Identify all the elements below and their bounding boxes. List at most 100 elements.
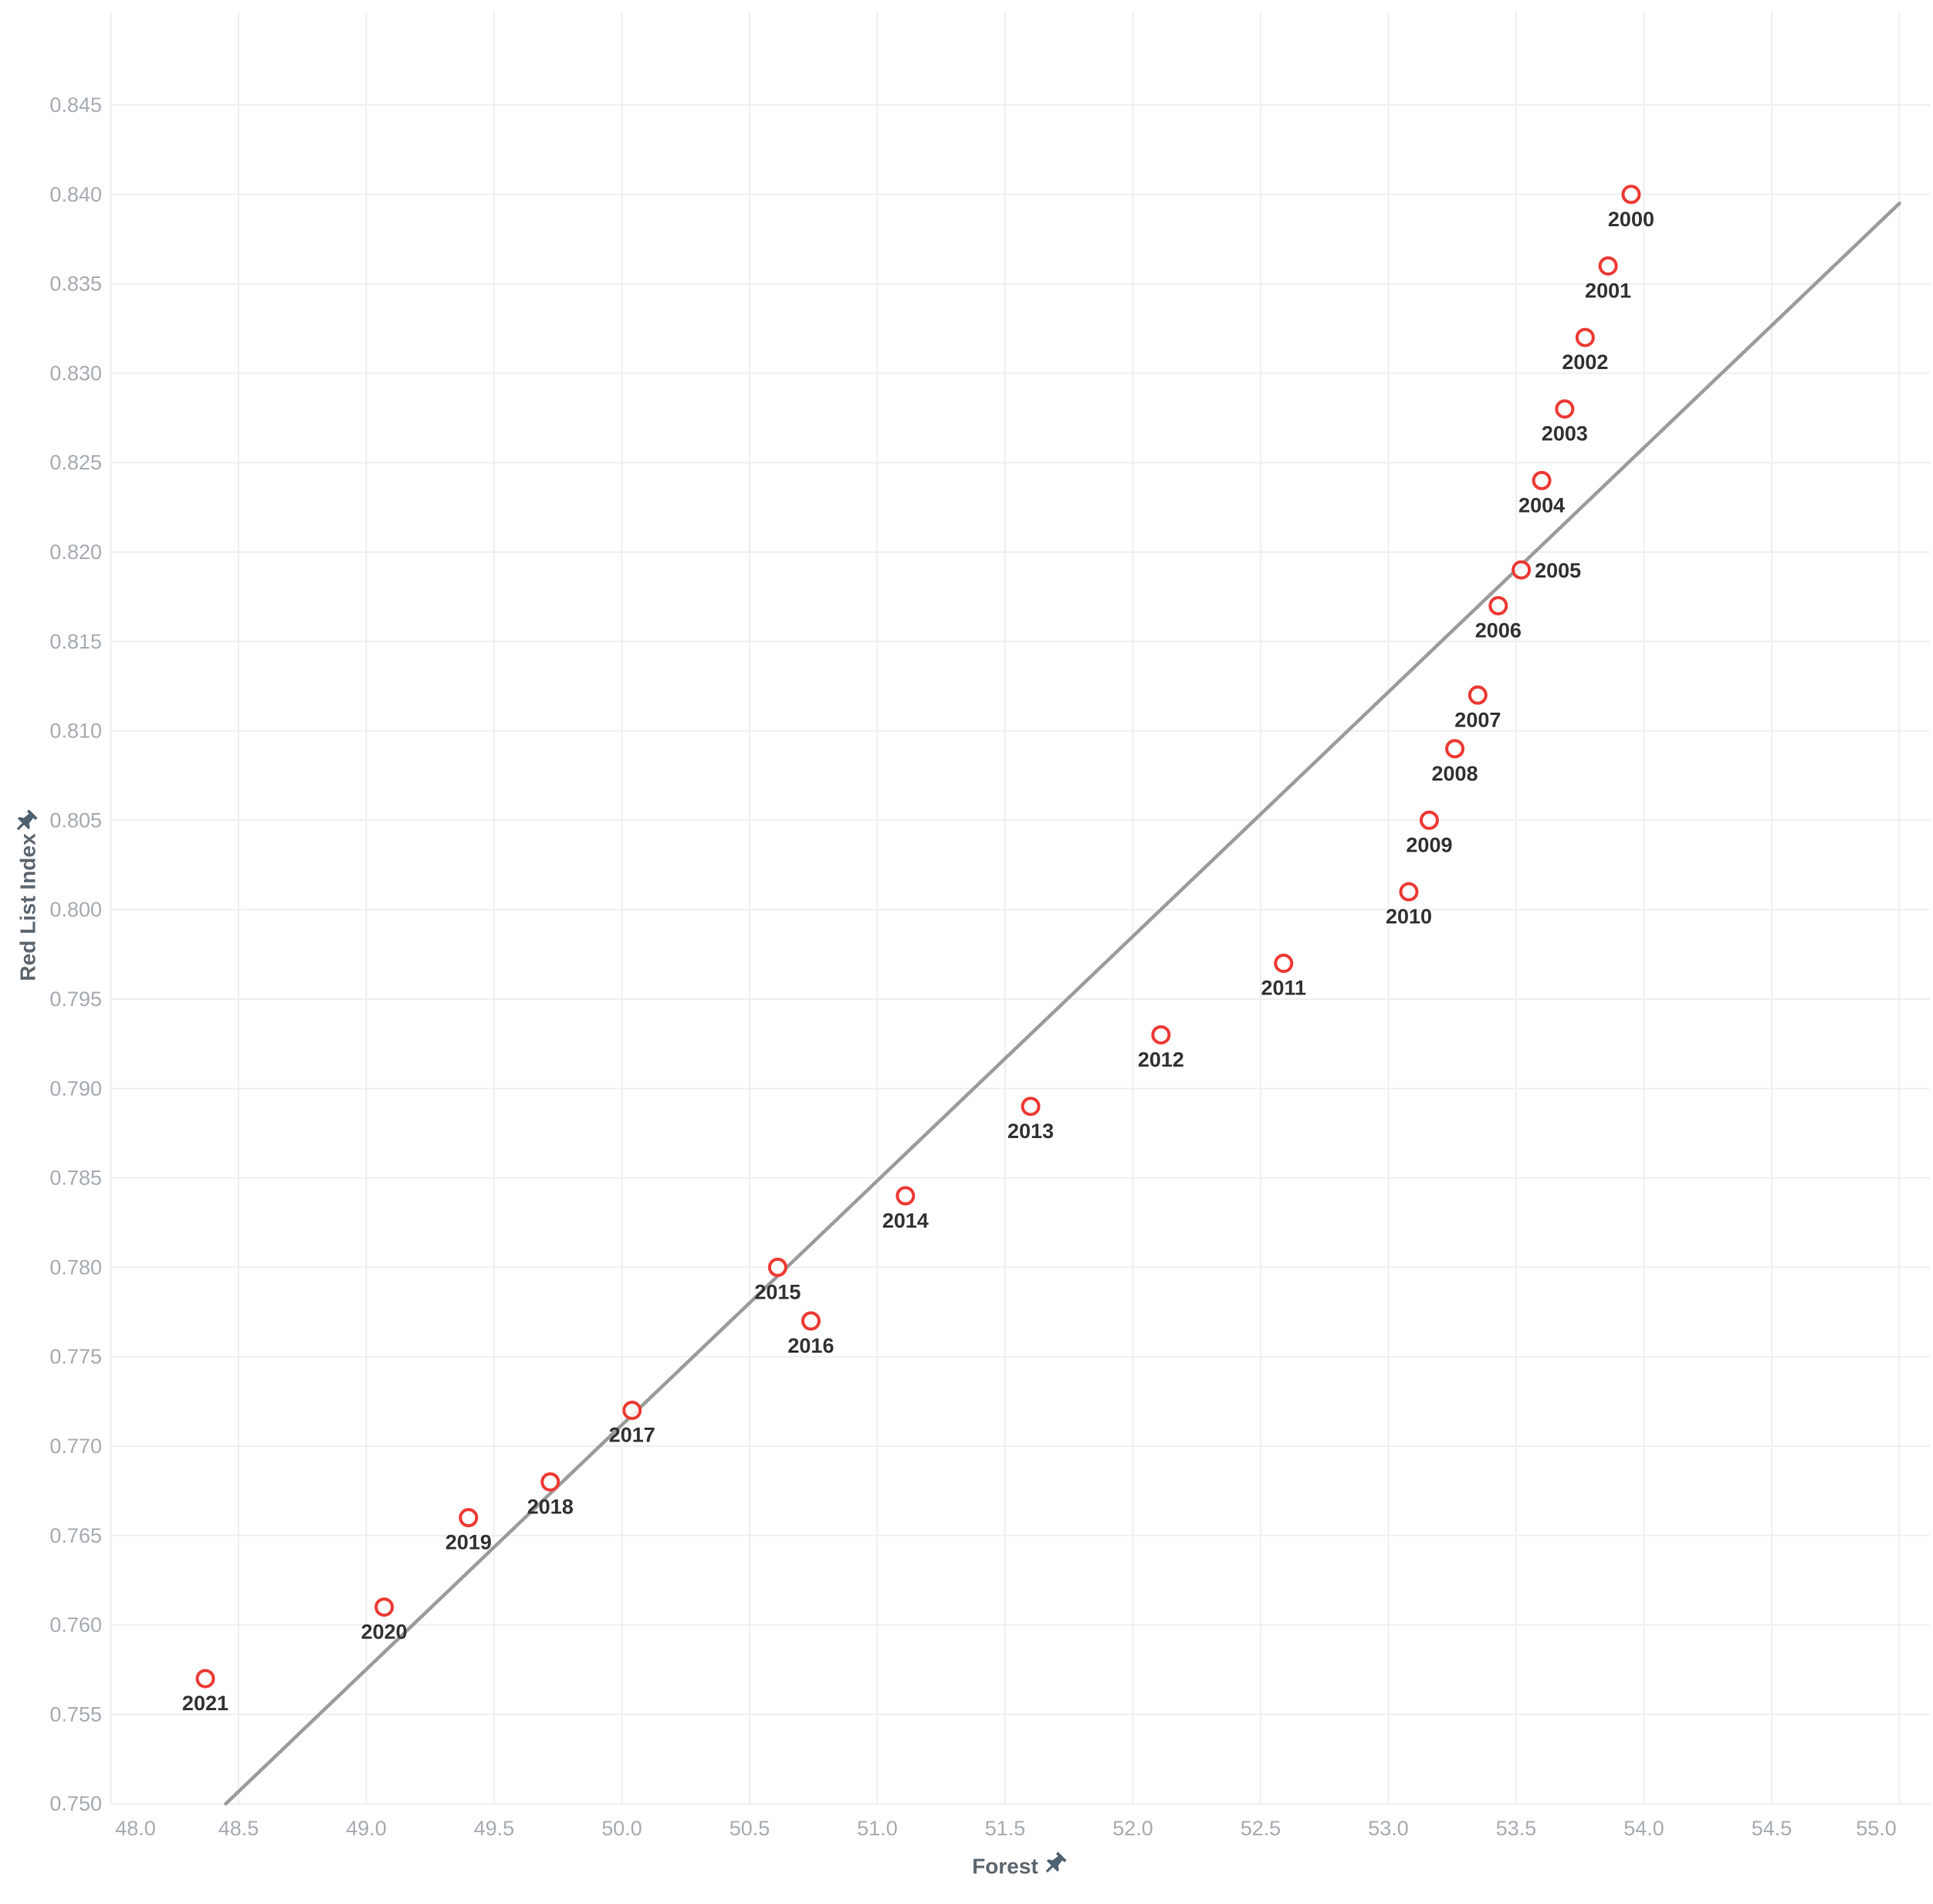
point-marker[interactable] (1621, 185, 1641, 205)
x-tick-label: 49.5 (474, 1817, 515, 1840)
point-year-label: 2000 (1608, 208, 1654, 231)
x-tick-label: 54.0 (1623, 1817, 1664, 1840)
point-year-label: 2002 (1562, 351, 1608, 374)
point-year-label: 2004 (1518, 493, 1565, 517)
point-marker[interactable] (1598, 256, 1618, 276)
point-marker[interactable] (1555, 399, 1575, 419)
point-marker[interactable] (1575, 327, 1595, 347)
x-tick-label: 51.5 (985, 1817, 1026, 1840)
y-tick-label: 0.835 (49, 273, 102, 296)
point-marker[interactable] (801, 1311, 821, 1331)
data-point-2005[interactable]: 2005 (1512, 559, 1581, 582)
point-year-label: 2018 (527, 1495, 574, 1518)
y-tick-label: 0.760 (49, 1614, 102, 1637)
x-tick-label: 52.5 (1241, 1817, 1281, 1840)
trend-line (224, 202, 1901, 1806)
point-year-label: 2017 (609, 1424, 655, 1447)
point-year-label: 2005 (1535, 559, 1581, 582)
point-marker[interactable] (622, 1401, 642, 1421)
x-tick-label: 50.5 (730, 1817, 770, 1840)
point-marker[interactable] (1419, 810, 1439, 830)
data-point-2018[interactable]: 2018 (527, 1472, 574, 1519)
data-point-2014[interactable]: 2014 (882, 1186, 929, 1232)
point-marker[interactable] (1512, 560, 1532, 580)
data-point-2016[interactable]: 2016 (787, 1311, 834, 1357)
y-tick-label: 0.750 (49, 1792, 102, 1815)
y-axis-title: Red List Index (16, 833, 40, 981)
y-tick-label: 0.845 (49, 93, 102, 117)
point-year-label: 2021 (182, 1692, 229, 1715)
data-point-2020[interactable]: 2020 (361, 1597, 408, 1644)
x-axis-tick-labels: 48.0 48.5 49.0 49.5 50.0 50.5 51.0 51.5 52.0 52.5… (115, 1817, 1897, 1840)
y-tick-label: 0.840 (49, 183, 102, 206)
point-marker[interactable] (1468, 685, 1488, 705)
point-marker[interactable] (459, 1508, 479, 1528)
y-tick-label: 0.795 (49, 988, 102, 1011)
point-marker[interactable] (1445, 739, 1465, 759)
data-point-2002[interactable]: 2002 (1562, 327, 1608, 374)
y-tick-label: 0.820 (49, 540, 102, 564)
y-tick-label: 0.825 (49, 451, 102, 474)
data-point-2019[interactable]: 2019 (445, 1508, 492, 1554)
data-point-2001[interactable]: 2001 (1585, 256, 1631, 303)
point-marker[interactable] (767, 1257, 787, 1277)
y-tick-label: 0.785 (49, 1167, 102, 1190)
x-tick-label: 55.0 (1856, 1817, 1897, 1840)
point-marker[interactable] (374, 1597, 394, 1617)
data-point-2007[interactable]: 2007 (1454, 685, 1501, 732)
data-point-2012[interactable]: 2012 (1138, 1025, 1184, 1072)
y-tick-label: 0.800 (49, 898, 102, 921)
point-year-label: 2009 (1406, 833, 1452, 856)
data-point-2017[interactable]: 2017 (609, 1401, 655, 1447)
point-year-label: 2020 (361, 1620, 408, 1643)
y-axis-tick-labels: 0.750 0.755 0.760 0.765 0.770 0.775 0.780 0.785… (49, 93, 102, 1815)
point-marker[interactable] (1399, 882, 1419, 902)
y-tick-label: 0.815 (49, 630, 102, 653)
point-year-label: 2001 (1585, 279, 1631, 302)
data-point-2009[interactable]: 2009 (1406, 810, 1452, 857)
y-tick-label: 0.830 (49, 361, 102, 385)
data-point-2004[interactable]: 2004 (1518, 470, 1565, 517)
point-year-label: 2016 (787, 1334, 834, 1357)
data-point-2021[interactable]: 2021 (182, 1669, 229, 1716)
x-axis-title: Forest (972, 1855, 1038, 1879)
x-tick-label: 52.0 (1112, 1817, 1153, 1840)
x-axis-pin-icon[interactable] (1041, 1851, 1068, 1877)
x-tick-label: 54.5 (1752, 1817, 1793, 1840)
data-point-2010[interactable]: 2010 (1386, 882, 1432, 929)
point-marker[interactable] (195, 1669, 215, 1689)
point-marker[interactable] (540, 1472, 560, 1492)
x-tick-label: 48.0 (115, 1817, 156, 1840)
data-point-2006[interactable]: 2006 (1475, 595, 1522, 642)
point-year-label: 2012 (1138, 1048, 1184, 1071)
point-marker[interactable] (1274, 954, 1294, 974)
y-tick-label: 0.790 (49, 1077, 102, 1100)
y-tick-label: 0.775 (49, 1345, 102, 1368)
x-tick-label: 51.0 (857, 1817, 898, 1840)
point-marker[interactable] (1488, 595, 1508, 615)
data-point-2015[interactable]: 2015 (754, 1257, 801, 1304)
y-tick-label: 0.780 (49, 1255, 102, 1279)
point-marker[interactable] (1151, 1025, 1171, 1045)
point-marker[interactable] (1021, 1096, 1041, 1116)
data-point-2000[interactable]: 2000 (1608, 185, 1654, 231)
trend-line-group (224, 202, 1901, 1806)
point-year-label: 2015 (754, 1280, 801, 1303)
data-point-2013[interactable]: 2013 (1007, 1096, 1054, 1143)
data-point-2011[interactable]: 2011 (1261, 954, 1307, 1000)
x-tick-label: 50.0 (601, 1817, 642, 1840)
x-tick-label: 53.5 (1496, 1817, 1537, 1840)
point-year-label: 2013 (1007, 1120, 1054, 1143)
point-year-label: 2019 (445, 1531, 492, 1554)
data-point-2008[interactable]: 2008 (1432, 739, 1478, 785)
x-tick-label: 48.5 (218, 1817, 259, 1840)
point-marker[interactable] (895, 1186, 916, 1206)
point-year-label: 2007 (1454, 708, 1501, 731)
y-axis-pin-icon[interactable] (12, 808, 39, 835)
point-year-label: 2008 (1432, 762, 1478, 785)
point-marker[interactable] (1532, 470, 1552, 490)
point-year-label: 2014 (882, 1209, 929, 1232)
point-year-label: 2011 (1261, 977, 1307, 1000)
data-point-2003[interactable]: 2003 (1542, 399, 1588, 446)
x-tick-label: 53.0 (1368, 1817, 1409, 1840)
